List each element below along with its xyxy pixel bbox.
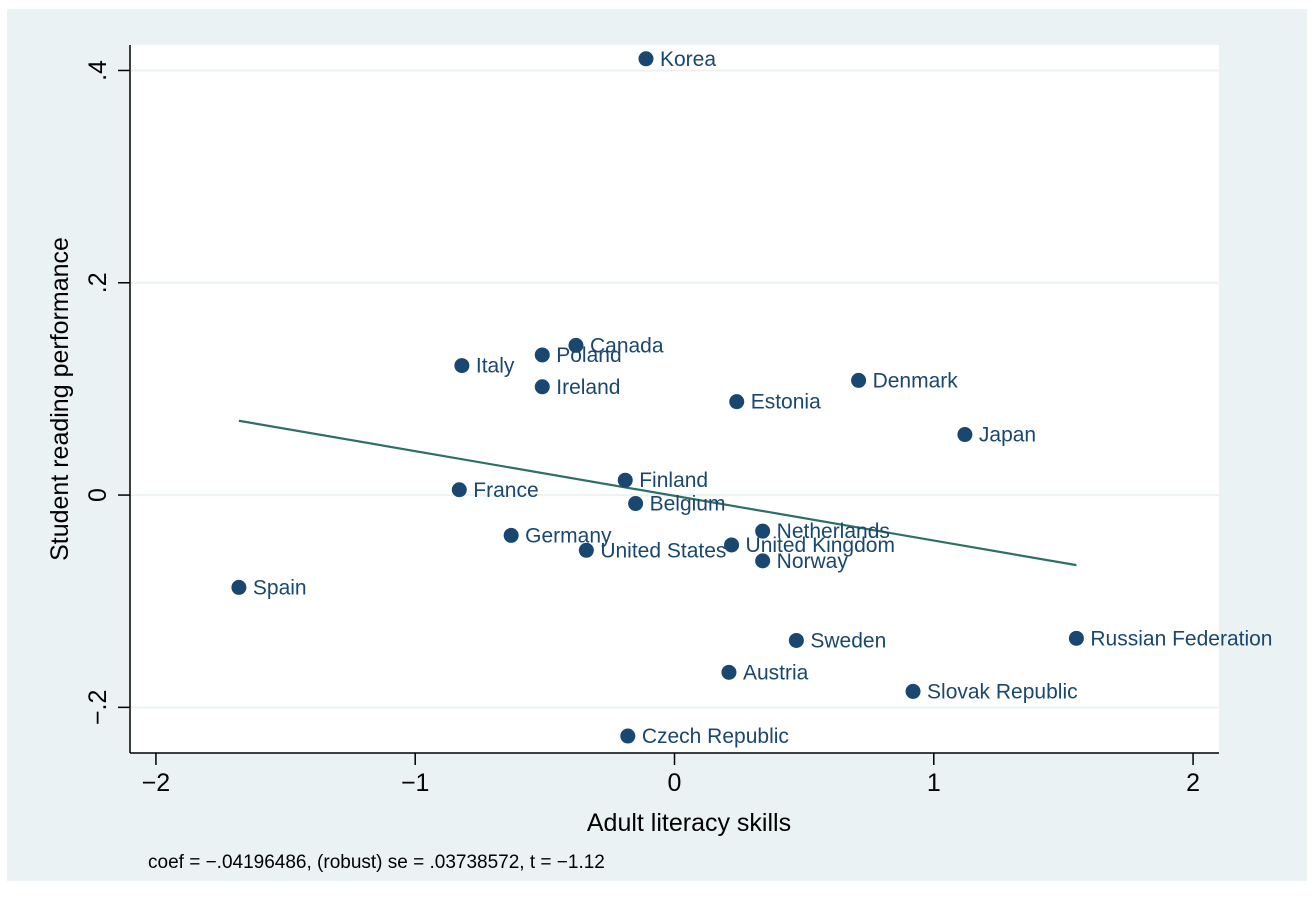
point-label-0: Korea (660, 48, 716, 71)
x-tick-label-4: 2 (1186, 769, 1200, 797)
scatter-point-9 (451, 482, 467, 498)
x-tick-label-1: −1 (401, 769, 430, 797)
point-label-21: Czech Republic (642, 725, 789, 748)
point-label-6: Estonia (751, 391, 821, 414)
scatter-point-17 (788, 632, 804, 648)
scatter-point-11 (755, 523, 771, 539)
scatter-point-4 (534, 379, 550, 395)
x-tick-label-0: −2 (142, 769, 171, 797)
scatter-point-14 (578, 542, 594, 558)
scatter-point-1 (568, 337, 584, 353)
scatter-point-0 (638, 51, 654, 67)
y-tick-label-0: −.2 (84, 690, 112, 725)
axes-layer: −.2 0 .2 .4 −2 −1 0 1 2 (84, 45, 1219, 797)
scatter-point-15 (755, 553, 771, 569)
x-tick-label-2: 0 (668, 769, 682, 797)
point-label-7: Japan (979, 424, 1036, 447)
scatter-point-18 (1068, 630, 1084, 646)
x-axis-title: Adult literacy skills (587, 809, 791, 837)
scatter-point-3 (454, 358, 470, 374)
fit-line-layer (238, 419, 1077, 567)
scatter-point-16 (231, 579, 247, 595)
chart-note: coef = −.04196486, (robust) se = .037385… (148, 852, 605, 873)
scatter-point-6 (729, 394, 745, 410)
point-label-14: United States (600, 539, 726, 562)
point-label-5: Denmark (873, 369, 959, 392)
scatter-point-5 (851, 372, 867, 388)
point-label-13: United Kingdom (746, 534, 895, 557)
point-label-20: Slovak Republic (927, 680, 1078, 703)
y-tick-label-1: 0 (84, 488, 112, 502)
scatter-point-7 (957, 427, 973, 443)
scatter-point-13 (724, 537, 740, 553)
point-label-17: Sweden (810, 629, 886, 652)
point-label-1: Canada (590, 334, 664, 357)
point-label-15: Norway (777, 550, 849, 573)
scatter-point-10 (628, 496, 644, 512)
point-label-12: Germany (525, 524, 612, 547)
point-label-4: Ireland (556, 376, 620, 399)
scatter-point-21 (620, 728, 636, 744)
scatter-point-12 (503, 527, 519, 543)
point-label-8: Finland (639, 469, 708, 492)
y-axis-title: Student reading performance (46, 237, 74, 561)
scatter-point-2 (534, 347, 550, 363)
scatter-point-19 (721, 664, 737, 680)
point-label-16: Spain (253, 576, 307, 599)
point-label-3: Italy (476, 355, 515, 378)
point-label-10: Belgium (650, 493, 726, 516)
plot-area (130, 45, 1219, 753)
scatter-point-20 (905, 683, 921, 699)
scatter-point-8 (617, 472, 633, 488)
y-tick-label-3: .4 (84, 60, 112, 81)
point-label-18: Russian Federation (1090, 627, 1272, 650)
point-label-9: France (473, 479, 538, 502)
x-tick-label-3: 1 (927, 769, 941, 797)
point-label-11: Netherlands (777, 520, 890, 543)
point-label-2: Poland (556, 344, 621, 367)
y-tick-label-2: .2 (84, 272, 112, 293)
fit-line (238, 419, 1077, 567)
point-label-19: Austria (743, 661, 809, 684)
